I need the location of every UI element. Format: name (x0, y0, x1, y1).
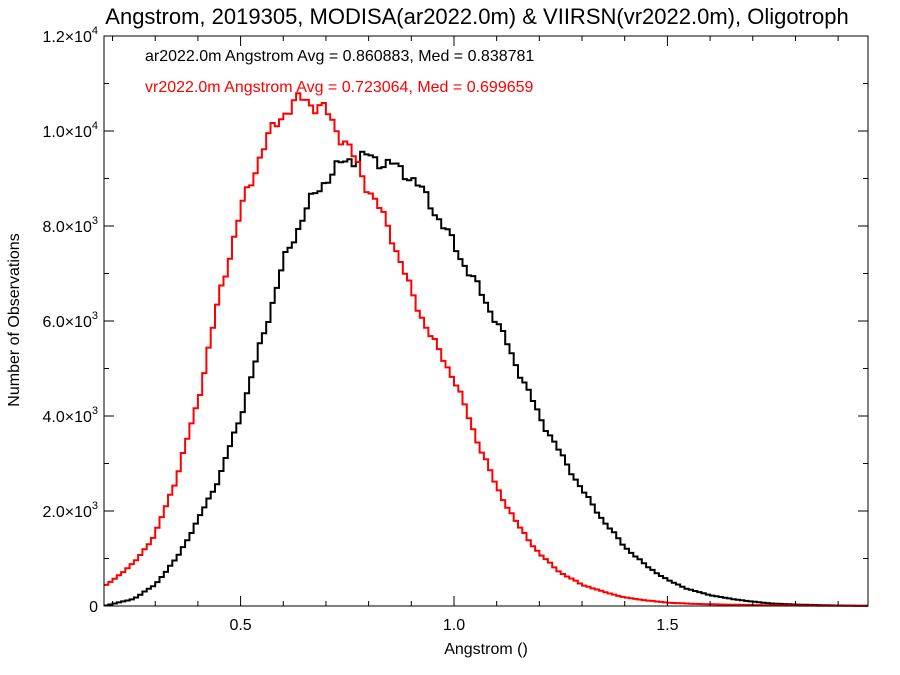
y-tick-label: 6.0×103 (42, 310, 98, 331)
y-tick-label: 2.0×103 (42, 500, 98, 521)
y-tick-label: 1.0×104 (42, 120, 98, 141)
y-tick-label: 1.2×104 (42, 25, 98, 46)
y-tick-label: 8.0×103 (42, 215, 98, 236)
series-line-vr2022 (104, 92, 868, 607)
y-tick-label: 0 (89, 599, 98, 616)
x-axis-label: Angstrom () (444, 641, 528, 658)
chart-title: Angstrom, 2019305, MODISA(ar2022.0m) & V… (105, 4, 848, 29)
x-tick-label: 1.5 (656, 617, 678, 634)
plot-area: 0.5 1.0 1.5 0 2.0×103 4.0×103 6.0×103 8.0×103 1.… (42, 25, 869, 634)
series-line-ar2022 (104, 150, 868, 607)
plot-frame (103, 35, 869, 607)
y-tick-label: 4.0×103 (42, 405, 98, 426)
legend-ar2022-stats: ar2022.0m Angstrom Avg = 0.860883, Med =… (145, 48, 534, 65)
y-axis-label: Number of Observations (6, 233, 23, 406)
x-tick-label: 1.0 (443, 617, 465, 634)
x-tick-label: 0.5 (229, 617, 251, 634)
legend-vr2022-stats: vr2022.0m Angstrom Avg = 0.723064, Med =… (145, 79, 534, 96)
